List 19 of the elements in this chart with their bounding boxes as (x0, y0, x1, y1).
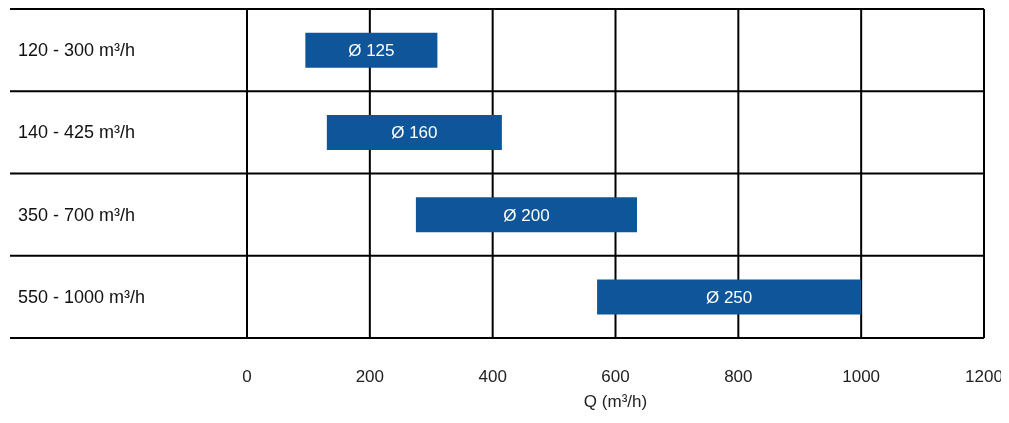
data-label: Ø 200 (503, 205, 550, 225)
x-tick-label: 1000 (842, 367, 881, 387)
y-tick-label: 350 - 700 m³/h (18, 204, 136, 225)
bar (597, 279, 862, 315)
data-label: Ø 250 (705, 287, 753, 307)
x-tick-label: 600 (601, 367, 630, 387)
data-label: Ø 160 (391, 123, 438, 143)
x-tick-label: 800 (724, 367, 753, 387)
bar (326, 115, 502, 151)
data-label: Ø 125 (348, 41, 395, 61)
y-tick-label: 140 - 425 m³/h (18, 122, 136, 143)
x-tick-label: 200 (355, 367, 385, 387)
y-tick-label: 550 - 1000 m³/h (18, 286, 146, 307)
y-tick-label: 120 - 300 m³/h (18, 40, 136, 61)
bar (305, 32, 438, 68)
x-tick-label: 0 (242, 367, 252, 387)
x-tick-label: 400 (478, 367, 507, 387)
x-axis-title: Q (m³/h) (583, 392, 648, 411)
bar (415, 197, 637, 233)
